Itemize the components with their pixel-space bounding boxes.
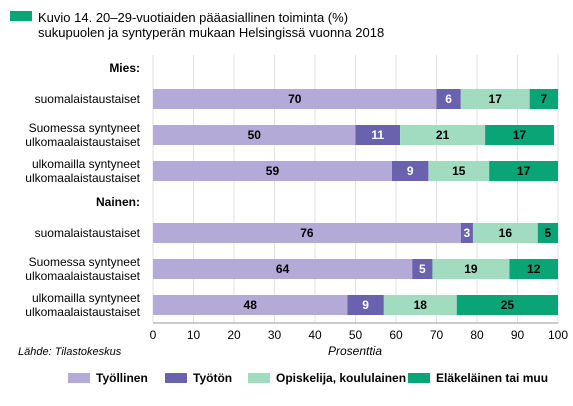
value-label: 70 (288, 92, 302, 106)
value-label: 48 (244, 298, 258, 312)
legend-label: Työtön (193, 371, 232, 385)
bar-segment (153, 161, 392, 181)
x-tick-label: 100 (548, 328, 568, 342)
x-tick-label: 40 (308, 328, 322, 342)
x-tick-label: 90 (511, 328, 525, 342)
bar-segment (460, 223, 473, 243)
value-label: 17 (489, 92, 503, 106)
x-tick-label: 0 (150, 328, 157, 342)
bar-segment (391, 161, 429, 181)
bar-segment (485, 125, 554, 145)
value-label: 21 (436, 128, 450, 142)
legend-label: Eläkeläinen tai muu (436, 371, 548, 385)
group-heading: Nainen: (95, 195, 140, 209)
x-tick-label: 20 (227, 328, 241, 342)
value-label: 50 (248, 128, 262, 142)
group-heading: Mies: (109, 61, 140, 75)
x-tick-label: 60 (389, 328, 403, 342)
x-axis-label: Prosenttia (328, 344, 382, 358)
chart-title: Kuvio 14. 20–29-vuotiaiden pääasiallinen… (38, 10, 385, 40)
bar-segment (537, 223, 558, 243)
bar-segment (460, 89, 530, 109)
value-label: 17 (513, 128, 527, 142)
bar-segment (400, 125, 486, 145)
category-label: suomalaistaustaiset (34, 92, 140, 106)
legend-swatch (68, 373, 90, 383)
legend-swatch (165, 373, 187, 383)
legend-swatch (248, 373, 270, 383)
x-tick-label: 10 (187, 328, 201, 342)
value-label: 5 (419, 262, 426, 276)
bar-segment (347, 295, 384, 315)
bar-segment (472, 223, 538, 243)
legend-swatch (408, 373, 430, 383)
bar-segment (436, 89, 461, 109)
value-label: 3 (464, 226, 471, 240)
bar-segment (153, 295, 348, 315)
value-label: 17 (517, 164, 531, 178)
source: Lähde: Tilastokeskus (18, 346, 122, 358)
value-label: 9 (362, 298, 369, 312)
value-label: 5 (545, 226, 552, 240)
bar-segment (153, 259, 413, 279)
value-label: 7 (540, 92, 547, 106)
category-label: ulkomailla syntyneet ulkomaalaistaustais… (25, 291, 140, 319)
value-label: 11 (371, 128, 384, 142)
value-label: 12 (527, 262, 541, 276)
bar-segment (153, 89, 437, 109)
x-tick-label: 80 (470, 328, 484, 342)
bar-segment (529, 89, 558, 109)
bar-segment (456, 295, 558, 315)
bar-segment (355, 125, 401, 145)
value-label: 19 (464, 262, 478, 276)
category-label: Suomessa syntyneet ulkomaalaistaustaiset (25, 255, 140, 283)
value-label: 6 (445, 92, 452, 106)
value-label: 64 (276, 262, 290, 276)
bar-segment (383, 295, 457, 315)
value-label: 9 (407, 164, 414, 178)
x-tick-label: 50 (349, 328, 363, 342)
bar-segment (428, 161, 490, 181)
legend-label: Opiskelija, koululainen (276, 371, 406, 385)
legend-label: Työllinen (96, 371, 148, 385)
value-label: 25 (501, 298, 515, 312)
title-icon (10, 11, 32, 21)
x-tick-label: 30 (268, 328, 282, 342)
value-label: 18 (414, 298, 428, 312)
value-label: 15 (452, 164, 466, 178)
category-label: ulkomailla syntyneet ulkomaalaistaustais… (25, 157, 140, 185)
bar-segment (432, 259, 510, 279)
value-label: 16 (499, 226, 513, 240)
bar-segment (509, 259, 558, 279)
bar-segment (153, 125, 356, 145)
x-tick-label: 70 (430, 328, 444, 342)
bar-segment (153, 223, 461, 243)
category-label: suomalaistaustaiset (34, 226, 140, 240)
value-label: 76 (300, 226, 314, 240)
bar-segment (489, 161, 558, 181)
category-label: Suomessa syntyneet ulkomaalaistaustaiset (25, 121, 140, 149)
bar-segment (412, 259, 433, 279)
value-label: 59 (266, 164, 280, 178)
